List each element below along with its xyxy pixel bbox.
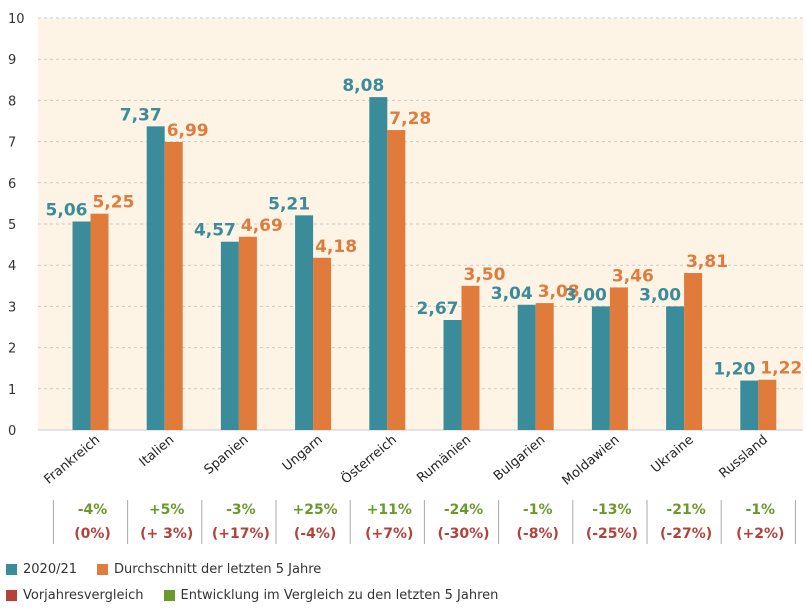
entwicklung-value: -24% [444,502,483,518]
bar [609,287,628,430]
entwicklung-value: -21% [666,502,705,518]
bar [461,285,480,430]
entwicklung-value: -1% [523,502,553,518]
vorjahr-value: (-4%) [294,526,336,542]
data-label: 1,22 [760,359,802,379]
entwicklung-value: -3% [226,502,256,518]
bar [666,306,685,430]
entwicklung-value: -1% [746,502,776,518]
bar [684,273,703,430]
data-label: 3,81 [686,252,728,272]
legend-row-2: Vorjahresvergleich Entwicklung im Vergle… [6,588,518,603]
bar [443,319,462,430]
legend-swatch-avg [97,564,109,575]
legend-item-2020: 2020/21 [6,562,77,577]
bar [758,379,777,430]
legend-swatch-2020 [6,564,17,575]
y-tick-label: 5 [8,218,16,233]
data-label: 3,08 [538,282,580,302]
legend-label-entwicklung: Entwicklung im Vergleich zu den letzten … [180,588,499,603]
entwicklung-value: -4% [78,502,108,518]
bar [591,306,610,430]
y-tick-label: 1 [8,383,16,398]
data-label: 4,69 [241,216,283,236]
y-tick-label: 9 [8,53,16,68]
data-label: 1,20 [713,360,755,380]
x-tick-label: Österreich [337,431,399,487]
x-tick-label: Spanien [202,433,252,478]
data-label: 7,28 [389,109,431,129]
data-label: 6,99 [167,121,209,141]
data-label: 3,50 [464,265,506,285]
vorjahr-value: (-27%) [660,526,712,542]
bar [72,221,91,430]
data-label: 3,46 [612,266,654,286]
x-tick-label: Russland [717,433,771,482]
vorjahr-value: (-30%) [437,526,489,542]
bar [535,303,554,430]
entwicklung-value: +25% [292,502,337,518]
vorjahr-value: (+17%) [212,526,270,542]
entwicklung-value: +11% [367,502,412,518]
bar-chart: 0 1 2 3 4 5 6 7 8 9 10 5,06 5,25 Frankreich -4% (0%) 7,3… [8,12,803,544]
legend-swatch-vorjahr [6,590,17,601]
y-tick-label: 8 [8,94,16,109]
bar [387,130,406,430]
bar [740,380,759,430]
vorjahr-value: (+ 3%) [140,526,193,542]
entwicklung-value: -13% [592,502,631,518]
data-label: 7,37 [120,105,162,125]
y-tick-label: 0 [8,424,16,439]
data-label: 5,06 [46,201,88,221]
bar [369,97,388,430]
x-tick-label: Frankreich [42,433,103,488]
vorjahr-value: (0%) [74,526,111,542]
bar [517,304,536,430]
legend-label-2020: 2020/21 [23,562,78,577]
data-label: 8,08 [342,76,384,96]
data-label: 5,21 [268,194,310,214]
y-tick-label: 3 [8,300,16,315]
bar [295,215,314,430]
data-label: 3,00 [565,285,607,305]
legend-row-1: 2020/21 Durchschnitt der letzten 5 Jahre [6,562,341,577]
bar [90,213,109,430]
x-tick-label: Italien [137,433,178,470]
data-label: 5,25 [93,193,135,213]
x-tick-label: Bulgarien [491,433,548,484]
legend-item-entwicklung: Entwicklung im Vergleich zu den letzten … [163,588,499,603]
data-label: 3,00 [639,285,681,305]
x-tick-label: Ungarn [280,433,326,475]
bar [238,236,257,430]
bar [220,241,239,430]
y-tick-label: 4 [8,259,16,274]
legend-swatch-entwicklung [163,590,175,601]
x-tick-label: Moldawien [560,433,623,489]
data-label: 3,04 [491,284,533,304]
x-tick-label: Rumänien [414,433,474,487]
vorjahr-value: (-25%) [586,526,638,542]
data-label: 4,57 [194,221,236,241]
bar [164,142,183,430]
legend-item-avg: Durchschnitt der letzten 5 Jahre [97,562,321,577]
data-label: 4,18 [315,237,357,257]
entwicklung-value: +5% [149,502,185,518]
legend-item-vorjahr: Vorjahresvergleich [6,588,144,603]
vorjahr-value: (+7%) [365,526,413,542]
y-tick-label: 2 [8,342,16,357]
vorjahr-value: (-8%) [517,526,559,542]
legend-label-avg: Durchschnitt der letzten 5 Jahre [114,562,322,577]
x-tick-label: Ukraine [649,433,697,477]
vorjahr-value: (+2%) [736,526,784,542]
bar [313,257,332,430]
y-tick-label: 7 [8,136,16,151]
y-tick-label: 6 [8,177,16,192]
y-tick-label: 10 [8,12,25,27]
legend-label-vorjahr: Vorjahresvergleich [23,588,144,603]
bar [146,126,165,430]
data-label: 2,67 [417,299,459,319]
